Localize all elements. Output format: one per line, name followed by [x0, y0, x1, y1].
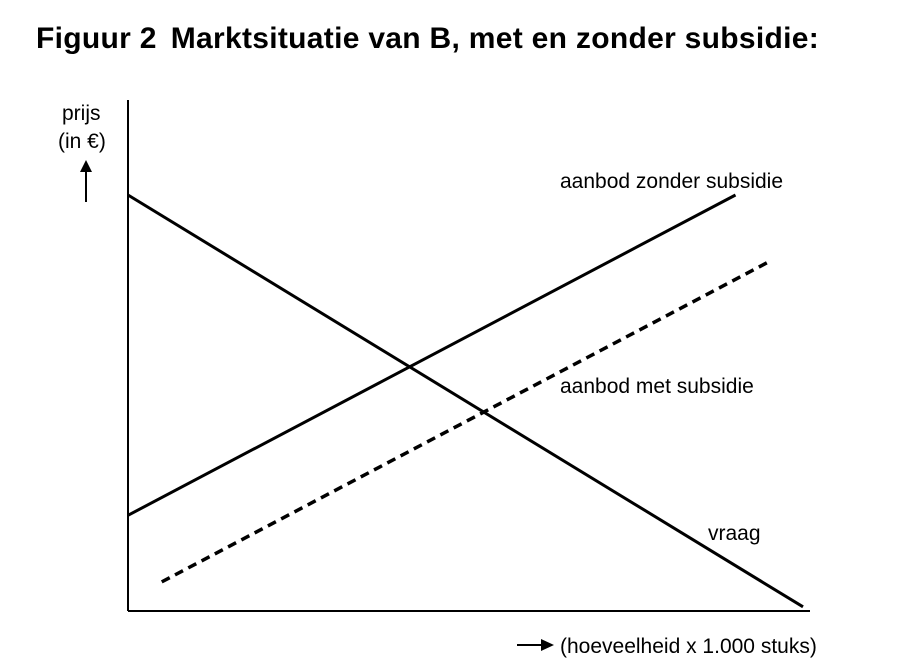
y-axis-label-line1: prijs: [62, 102, 101, 125]
series-line-vraag: [127, 193, 804, 609]
y-axis-arrow-icon: [80, 160, 92, 202]
series-label-aanbod-met-subsidie: aanbod met subsidie: [560, 375, 754, 398]
series-label-vraag: vraag: [708, 522, 761, 545]
x-axis-label: (hoeveelheid x 1.000 stuks): [560, 635, 817, 658]
x-axis-arrow-icon: [517, 639, 554, 651]
y-axis-label-line2: (in €): [58, 130, 106, 153]
figure-number: Figuur 2: [36, 22, 157, 55]
figure-caption: Marktsituatie van B, met en zonder subsi…: [170, 22, 820, 55]
series-line-aanbod-zonder-subsidie: [127, 193, 737, 517]
figure-title: Figuur 2 Marktsituatie van B, met en zond…: [36, 22, 819, 56]
series-line-aanbod-met-subsidie: [160, 260, 771, 584]
series-label-aanbod-zonder-subsidie: aanbod zonder subsidie: [560, 170, 783, 193]
